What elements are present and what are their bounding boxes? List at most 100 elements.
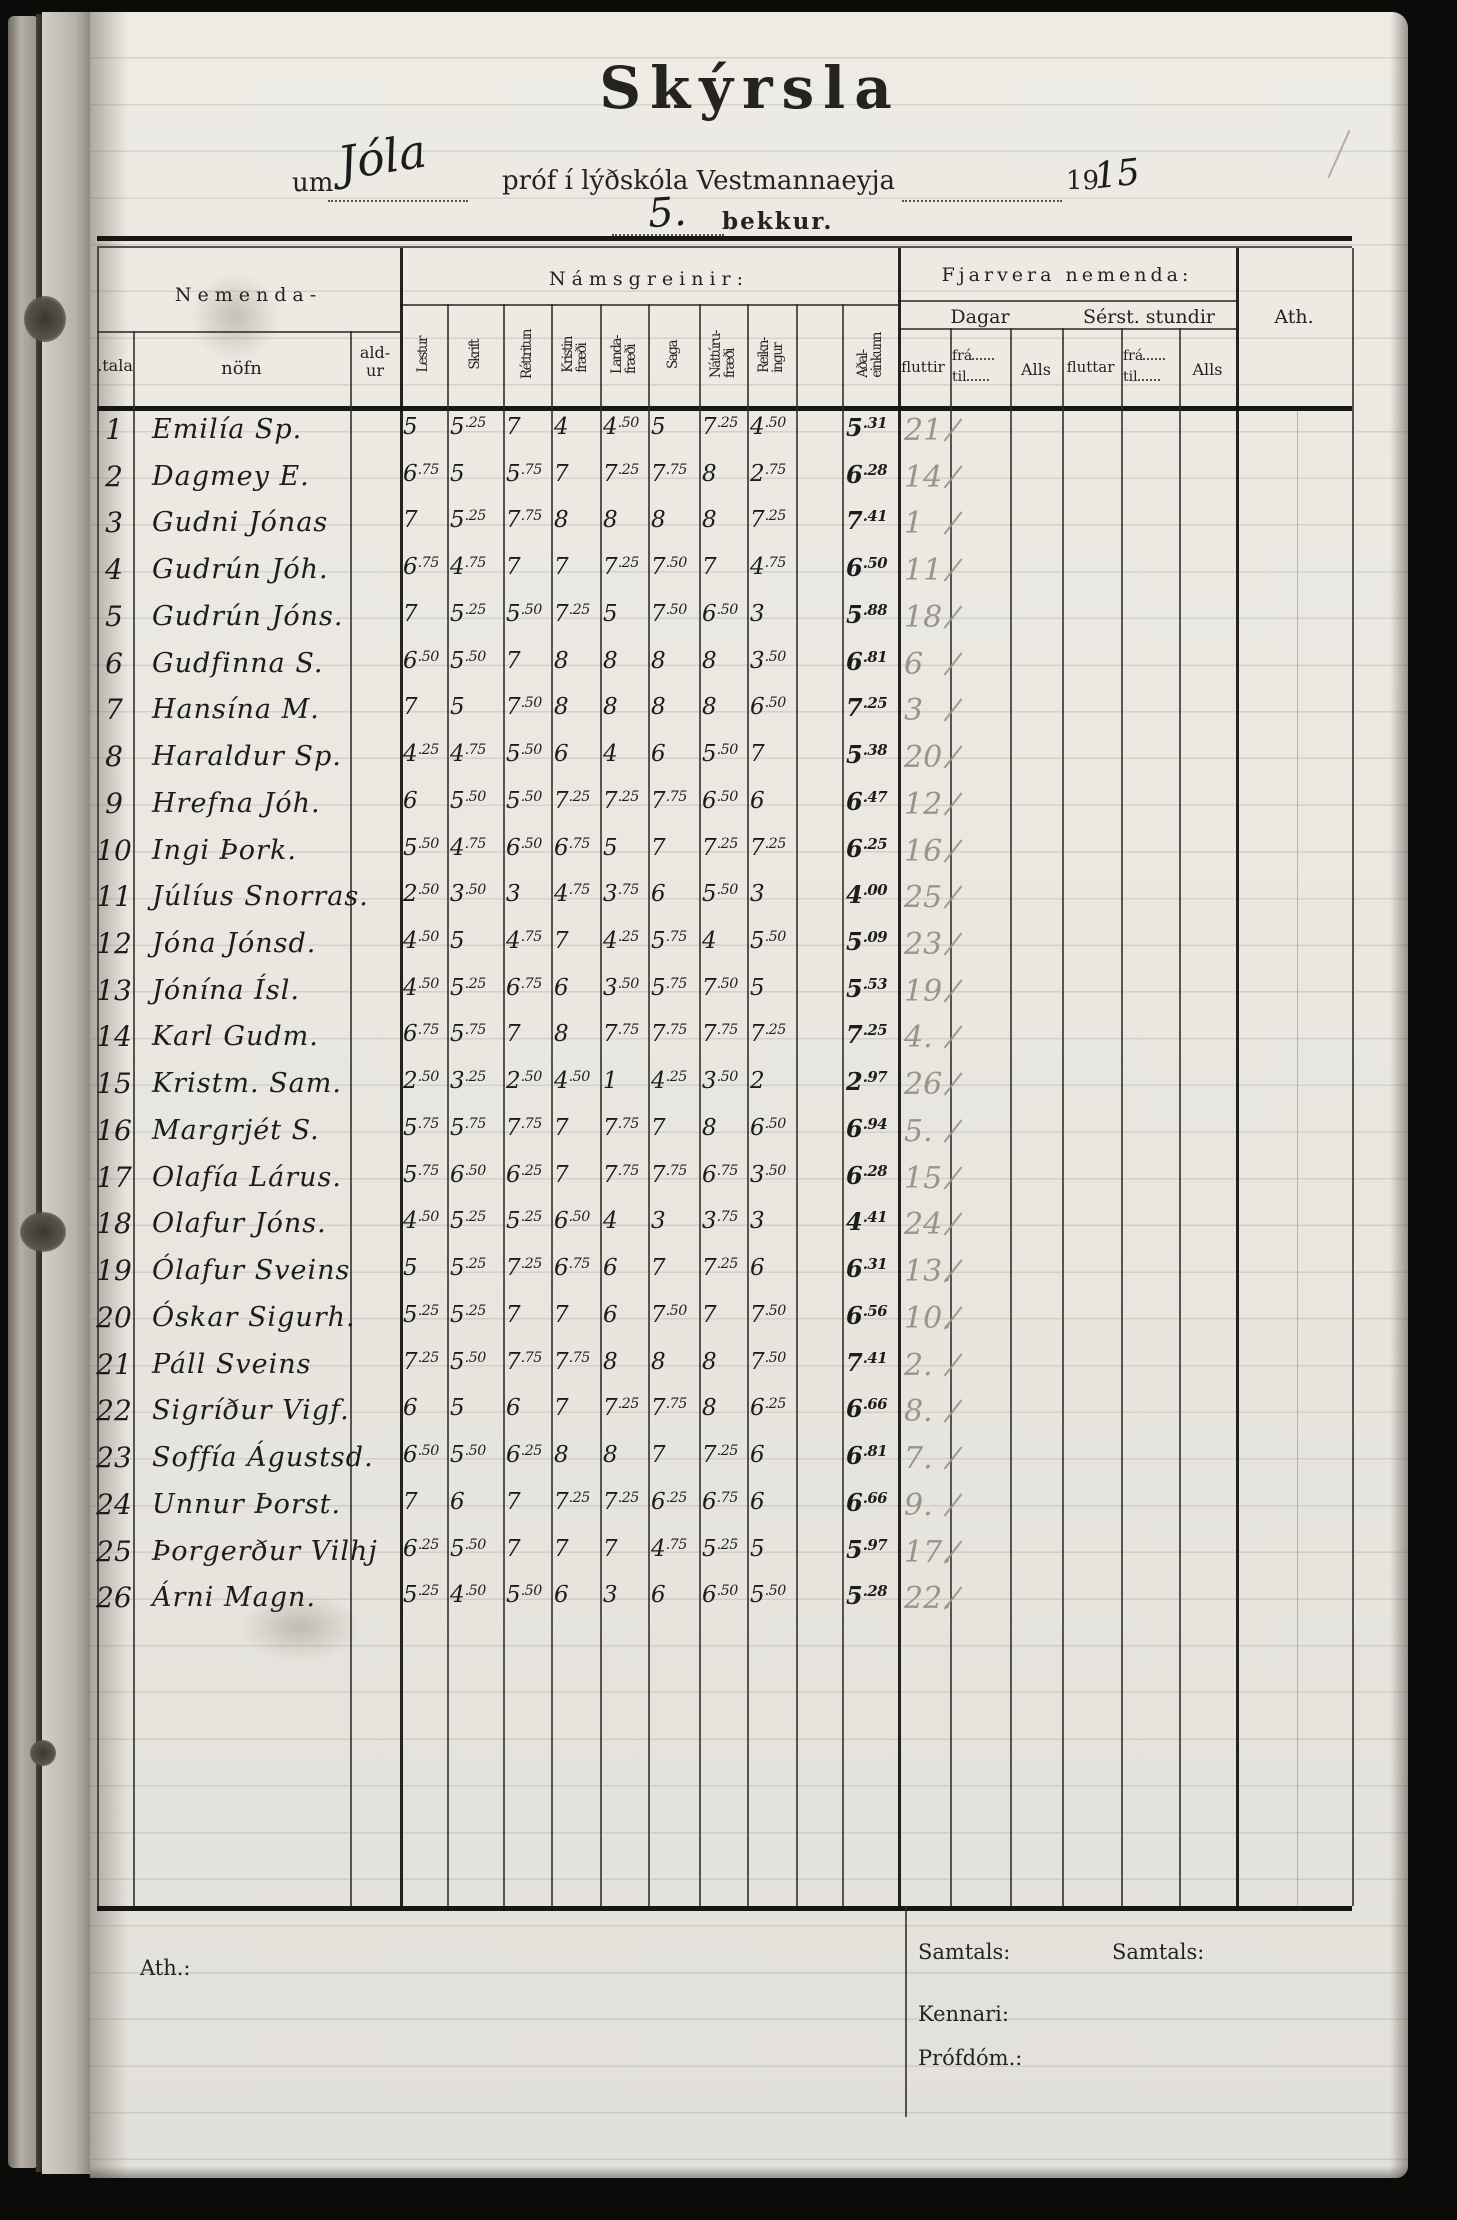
exam-type-handwritten: Jóla	[334, 123, 430, 191]
grade-cell: 6.25	[506, 1442, 542, 1469]
grade-cell: 5.25	[702, 1535, 738, 1562]
grade-cell: 8	[554, 647, 569, 674]
fra-label: frá	[952, 348, 973, 364]
row-number: 23	[96, 1441, 132, 1475]
student-row: 17 Olafía Lárus. 5.75 6.50 6.25 7 7.75 7.75 6.75…	[90, 1156, 1408, 1203]
grade-cell: 6	[450, 1488, 465, 1515]
col-fluttar: fluttar	[1066, 358, 1115, 376]
grade-cell: 5.50	[450, 1535, 486, 1562]
grade-cell: 7.25	[554, 600, 590, 627]
subject-header: Lestur	[400, 308, 447, 402]
grade-cell: 5	[450, 694, 465, 721]
student-name: Jóna Jónsd.	[152, 928, 317, 960]
grade-cell: 5.75	[450, 1114, 486, 1141]
subject-header-label: Lestur	[415, 337, 432, 373]
grade-cell: 5.50	[506, 600, 542, 627]
grade-cell: 7.25	[554, 787, 590, 814]
grid-line-vertical	[551, 304, 553, 1906]
student-row: 13 Jónína Ísl. 4.50 5.25 6.75 6 3.50 5.75 7.50 5 5…	[90, 969, 1408, 1016]
total-grade: 6.66	[846, 1394, 888, 1424]
grade-cell: 8	[651, 507, 666, 534]
grid-line-vertical	[97, 248, 99, 1906]
grade-cell: 3	[750, 600, 765, 627]
grid-line-vertical	[1179, 328, 1181, 1906]
group-serst-stundir: Sérst. stundir	[1083, 306, 1215, 328]
subject-header: Saga	[648, 308, 699, 402]
grade-cell: 6.25	[403, 1535, 439, 1562]
til-label-2: til	[1123, 369, 1138, 385]
student-name: Sigríður Vigf.	[152, 1395, 350, 1427]
student-name: Dagmey E.	[152, 460, 310, 492]
grid-line-vertical	[1236, 248, 1239, 1906]
grade-cell: 4.50	[554, 1068, 590, 1095]
grade-cell: 1	[603, 1068, 618, 1095]
rank-pencil: 21	[904, 413, 943, 448]
subject-header-label: Kristin fræði	[560, 337, 591, 373]
col-fra-til-dagar: frá til	[952, 346, 995, 388]
grade-cell: 4.75	[506, 928, 542, 955]
grade-cell: 7.25	[702, 1255, 738, 1282]
grid-line-vertical	[503, 304, 505, 1906]
grade-cell: 4.50	[403, 974, 439, 1001]
grade-cell: 4	[554, 414, 569, 440]
subject-header-label: Landa- fræði	[608, 336, 639, 374]
grade-cell: 4.50	[450, 1582, 486, 1609]
total-grade: 6.28	[846, 459, 888, 489]
grade-cell: 6	[403, 787, 418, 814]
rank-pencil: 17.	[904, 1534, 952, 1570]
grade-cell: 7	[506, 554, 521, 581]
grade-cell: 7	[554, 1535, 569, 1562]
footer-samtals-right: Samtals:	[1112, 1940, 1205, 1964]
student-row: 25 Þorgerður Vilhj 6.25 5.50 7 7 7 4.75 5.25 5 5.9…	[90, 1530, 1408, 1577]
rank-pencil: 11	[904, 553, 943, 589]
grade-cell: 5.50	[450, 1348, 486, 1375]
grade-cell: 5.25	[403, 1301, 439, 1328]
row-number: 6	[105, 646, 123, 680]
grade-cell: 2	[750, 1068, 765, 1095]
grid-line-horizontal	[97, 236, 1352, 241]
grade-cell: 2.50	[403, 1068, 439, 1095]
grade-cell: 5.50	[506, 787, 542, 814]
grade-cell: 7.25	[603, 787, 639, 814]
grid-line-vertical	[447, 304, 449, 1906]
grade-cell: 7.75	[651, 1161, 687, 1188]
grid-line-vertical	[1010, 328, 1012, 1906]
rank-pencil: 4.	[904, 1020, 933, 1056]
grade-cell: 8	[554, 507, 569, 534]
grid-line-vertical	[400, 248, 403, 1906]
row-number: 13	[96, 973, 132, 1007]
grid-line-vertical	[1297, 406, 1298, 1906]
total-grade: 4.00	[846, 880, 888, 910]
grid-line-vertical	[133, 331, 135, 1906]
grade-cell: 3.25	[450, 1068, 486, 1095]
subject-header: Kristin fræði	[551, 308, 600, 402]
grade-cell: 7	[403, 600, 418, 627]
grade-cell: 7.25	[702, 414, 738, 440]
grade-cell: 6.75	[702, 1161, 738, 1188]
grade-cell: 7.75	[651, 787, 687, 814]
grade-cell: 8	[702, 460, 717, 487]
grid-line-vertical	[1062, 328, 1064, 1906]
student-name: Karl Gudm.	[152, 1021, 319, 1053]
grade-cell: 4.50	[403, 928, 439, 955]
group-namsgreinir: Námsgreinir:	[548, 268, 750, 290]
student-name: Óskar Sigurh.	[152, 1301, 356, 1333]
book-spine-crease	[36, 14, 42, 2172]
grid-line-vertical	[1352, 248, 1354, 1906]
student-row: 9 Hrefna Jóh. 6 5.50 5.50 7.25 7.25 7.75 6.50 6 6.…	[90, 782, 1408, 829]
subject-header: Reikn- ingur	[747, 308, 796, 402]
total-grade: 6.25	[846, 833, 888, 863]
grade-cell: 7	[506, 1535, 521, 1562]
grade-cell: 7.50	[750, 1301, 786, 1328]
student-name: Jónína Ísl.	[152, 974, 300, 1006]
grade-cell: 7	[554, 1114, 569, 1141]
grade-cell: 7.75	[651, 1021, 687, 1048]
pencil-mark	[1327, 129, 1351, 179]
row-number: 22	[96, 1394, 132, 1428]
row-number: 19	[96, 1254, 132, 1288]
rank-pencil: 6	[904, 646, 924, 682]
row-number: 8	[105, 740, 123, 774]
student-row: 22 Sigríður Vigf. 6 5 6 7 7.25 7.75 8 6.25 6.66 8.	[90, 1389, 1408, 1436]
page-fold-shadow	[90, 12, 128, 2178]
subject-header-label: Skrift	[466, 340, 483, 370]
